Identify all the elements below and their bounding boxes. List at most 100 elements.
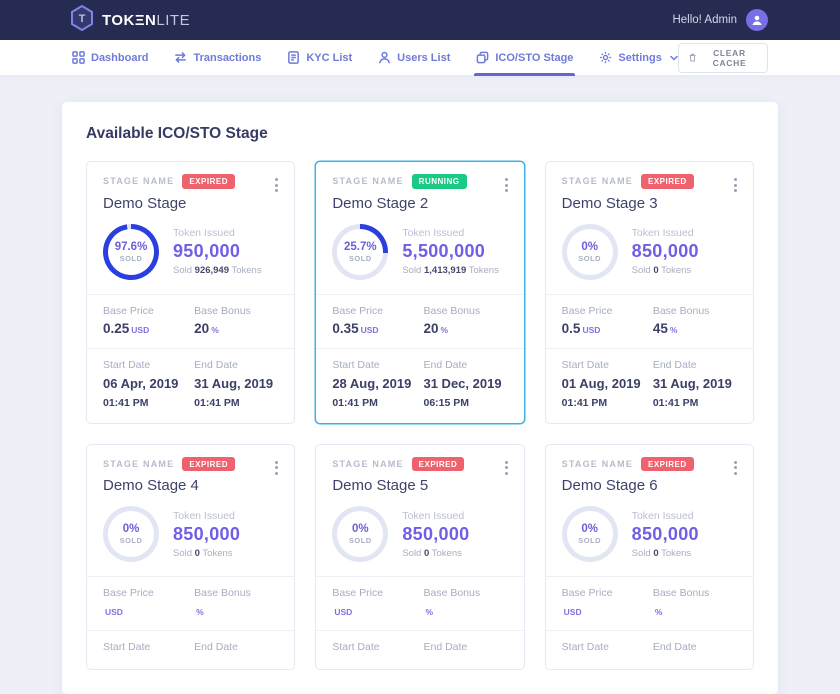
- stage-name-label: STAGE NAME: [103, 459, 175, 470]
- nav-item-kyc-list[interactable]: KYC List: [287, 40, 352, 75]
- stage-title: Demo Stage 4: [103, 477, 199, 495]
- card-header: STAGE NAME EXPIRED Demo Stage 3: [546, 162, 753, 222]
- end-date-label: End Date: [652, 641, 697, 654]
- progress-section: 0% SOLD Token Issued 850,000 Sold 0 Toke…: [546, 222, 753, 294]
- status-badge: EXPIRED: [641, 174, 694, 189]
- top-bar: T TOKΞNLITE Hello! Admin: [0, 0, 840, 40]
- kebab-menu-icon[interactable]: [730, 176, 741, 194]
- price-section: Base Price 0.25 USD Base Bonus 20%: [87, 293, 295, 348]
- base-bonus-value: %: [425, 607, 434, 618]
- sold-tokens-value: 0: [653, 265, 659, 276]
- token-issued-label: Token Issued: [631, 509, 694, 522]
- percent-sold-value: 0%: [581, 523, 598, 536]
- dates-section: Start Date End Date: [87, 630, 295, 669]
- kebab-menu-icon[interactable]: [271, 459, 282, 477]
- main-nav: Dashboard Transactions KYC List Users Li…: [0, 40, 840, 76]
- sold-word: SOLD: [348, 253, 372, 263]
- sold-word: SOLD: [119, 536, 143, 546]
- token-issued-label: Token Issued: [402, 509, 465, 522]
- end-date-label: End Date: [194, 358, 238, 371]
- base-price-value: USD: [334, 607, 353, 618]
- clear-cache-button[interactable]: CLEAR CACHE: [677, 42, 768, 73]
- user-avatar-icon: [752, 15, 762, 25]
- base-price-value: 0.5 USD: [561, 320, 601, 336]
- stage-name-label: STAGE NAME: [561, 459, 633, 470]
- status-badge: EXPIRED: [182, 174, 235, 189]
- sold-tokens-value: 0: [423, 547, 430, 559]
- nav-item-settings[interactable]: Settings: [599, 40, 678, 75]
- nav-item-dashboard[interactable]: Dashboard: [72, 40, 148, 75]
- nav-item-ico-sto-stage[interactable]: ICO/STO Stage: [474, 40, 576, 76]
- status-badge: EXPIRED: [182, 456, 235, 472]
- chevron-down-icon: [670, 55, 678, 61]
- stage-title: Demo Stage 3: [561, 194, 658, 212]
- token-issued-block: Token Issued 850,000 Sold 0 Tokens: [632, 227, 699, 276]
- stage-grid: STAGE NAME EXPIRED Demo Stage 97.6% SOLD…: [62, 161, 778, 671]
- stage-name-label: STAGE NAME: [332, 176, 404, 187]
- stage-title: Demo Stage 5: [332, 477, 429, 495]
- nav-items: Dashboard Transactions KYC List Users Li…: [72, 40, 678, 76]
- base-price-value: 0.35 USD: [332, 320, 379, 336]
- logo-text: TOKΞNLITE: [102, 11, 191, 29]
- price-section: Base Price USD Base Bonus %: [316, 576, 524, 630]
- token-issued-block: Token Issued 850,000 Sold 0 Tokens: [632, 510, 699, 559]
- token-issued-label: Token Issued: [402, 227, 465, 239]
- end-date-label: End Date: [423, 358, 468, 371]
- progress-ring: 0% SOLD: [561, 223, 618, 280]
- start-date-value: 06 Apr, 2019 01:41 PM: [103, 375, 179, 409]
- kebab-menu-icon[interactable]: [501, 459, 512, 477]
- dates-section: Start Date End Date: [316, 630, 524, 669]
- user-icon: [379, 51, 391, 64]
- nav-label: Dashboard: [91, 51, 149, 64]
- start-date-label: Start Date: [103, 641, 151, 654]
- progress-section: 0% SOLD Token Issued 850,000 Sold 0 Toke…: [316, 504, 523, 576]
- card-header: STAGE NAME EXPIRED Demo Stage 4: [87, 445, 294, 505]
- document-list-icon: [288, 51, 300, 64]
- base-bonus-label: Base Bonus: [194, 587, 251, 600]
- kebab-menu-icon[interactable]: [501, 176, 512, 194]
- base-price-value: USD: [563, 607, 582, 618]
- status-badge: EXPIRED: [411, 456, 465, 472]
- clear-cache-label: CLEAR CACHE: [712, 47, 747, 68]
- progress-section: 25.7% SOLD Token Issued 5,500,000 Sold 1…: [316, 222, 523, 294]
- token-issued-label: Token Issued: [173, 227, 235, 239]
- sold-tokens-line: Sold 0 Tokens: [631, 547, 692, 559]
- nav-item-users-list[interactable]: Users List: [378, 40, 450, 75]
- stage-card: STAGE NAME EXPIRED Demo Stage 6 0% SOLD …: [544, 443, 754, 671]
- avatar[interactable]: [746, 9, 768, 31]
- nav-label: ICO/STO Stage: [495, 51, 574, 64]
- percent-sold-value: 25.7%: [344, 240, 377, 253]
- dates-section: Start Date End Date: [545, 630, 753, 669]
- base-bonus-value: 20%: [194, 320, 219, 336]
- sold-tokens-value: 0: [653, 547, 659, 559]
- card-header: STAGE NAME EXPIRED Demo Stage 6: [546, 445, 753, 505]
- page-title: Available ICO/STO Stage: [86, 125, 268, 142]
- progress-ring: 25.7% SOLD: [332, 223, 389, 280]
- stage-card: STAGE NAME RUNNING Demo Stage 2 25.7% SO…: [315, 161, 525, 424]
- end-date-label: End Date: [652, 358, 697, 371]
- sold-tokens-line: Sold 926,949 Tokens: [173, 265, 262, 276]
- stage-card: STAGE NAME EXPIRED Demo Stage 5 0% SOLD …: [315, 443, 525, 671]
- token-issued-value: 950,000: [173, 241, 241, 261]
- user-menu[interactable]: Hello! Admin: [672, 9, 768, 31]
- start-date-label: Start Date: [332, 358, 380, 371]
- price-section: Base Price USD Base Bonus %: [545, 576, 753, 630]
- dates-section: Start Date 06 Apr, 2019 01:41 PM End Dat…: [87, 347, 295, 423]
- nav-label: KYC List: [306, 51, 353, 64]
- kebab-menu-icon[interactable]: [730, 459, 741, 477]
- base-price-label: Base Price: [332, 587, 384, 600]
- base-bonus-value: 45%: [652, 320, 678, 336]
- token-issued-value: 850,000: [631, 241, 699, 261]
- nav-item-transactions[interactable]: Transactions: [174, 40, 261, 75]
- token-issued-block: Token Issued 850,000 Sold 0 Tokens: [173, 510, 240, 559]
- end-date-value: 31 Aug, 2019 01:41 PM: [194, 375, 274, 409]
- stage-card: STAGE NAME EXPIRED Demo Stage 3 0% SOLD …: [544, 161, 754, 424]
- kebab-menu-icon[interactable]: [271, 176, 282, 194]
- base-bonus-label: Base Bonus: [423, 587, 481, 600]
- end-date-label: End Date: [423, 641, 468, 654]
- stage-box-icon: [477, 51, 489, 64]
- token-issued-block: Token Issued 850,000 Sold 0 Tokens: [402, 510, 469, 559]
- base-bonus-value: %: [654, 607, 663, 618]
- stage-name-label: STAGE NAME: [332, 459, 404, 470]
- status-badge: EXPIRED: [641, 456, 694, 472]
